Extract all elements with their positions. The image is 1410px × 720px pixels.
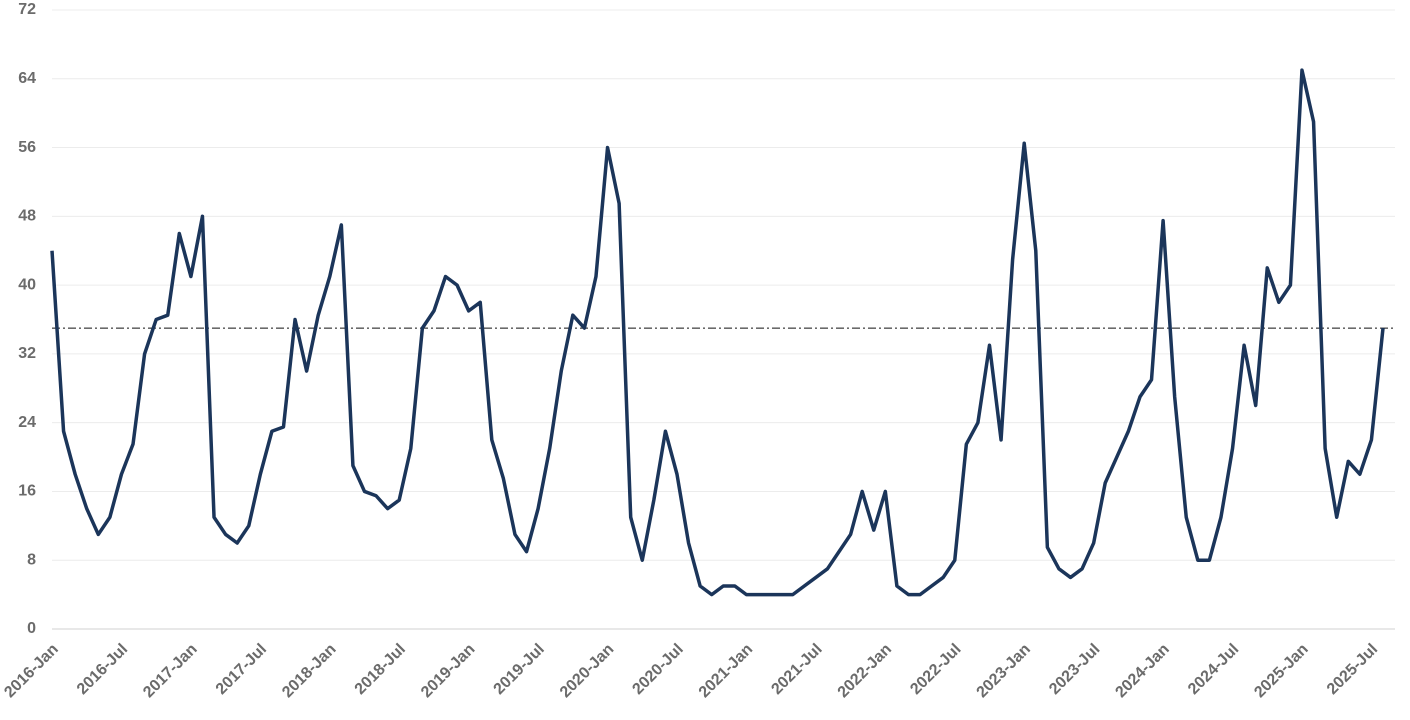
- x-tick-label: 2022-Jan: [835, 641, 895, 701]
- x-tick-label: 2020-Jul: [629, 641, 686, 698]
- x-tick-label: 2021-Jan: [696, 641, 756, 701]
- y-tick-label: 56: [18, 139, 36, 156]
- x-tick-label: 2018-Jan: [279, 641, 339, 701]
- y-tick-label: 16: [18, 483, 36, 500]
- x-tick-label: 2023-Jul: [1046, 641, 1103, 698]
- y-tick-label: 40: [18, 276, 36, 293]
- x-tick-label: 2016-Jul: [74, 641, 131, 698]
- y-tick-label: 64: [18, 70, 36, 87]
- x-tick-label: 2017-Jan: [140, 641, 200, 701]
- x-tick-label: 2019-Jan: [418, 641, 478, 701]
- x-tick-label: 2025-Jan: [1251, 641, 1311, 701]
- x-tick-label: 2023-Jan: [974, 641, 1034, 701]
- data-line: [50, 68, 1385, 597]
- x-tick-label: 2016-Jan: [1, 641, 61, 701]
- x-tick-label: 2022-Jul: [907, 641, 964, 698]
- x-tick-label: 2019-Jul: [491, 641, 548, 698]
- y-tick-label: 24: [18, 414, 36, 431]
- x-tick-label: 2024-Jul: [1185, 641, 1242, 698]
- x-tick-label: 2024-Jan: [1112, 641, 1172, 701]
- y-tick-label: 72: [18, 1, 36, 18]
- x-tick-label: 2017-Jul: [213, 641, 270, 698]
- y-tick-label: 32: [18, 345, 36, 362]
- x-tick-label: 2025-Jul: [1324, 641, 1381, 698]
- x-tick-label: 2020-Jan: [557, 641, 617, 701]
- y-tick-label: 8: [27, 551, 36, 568]
- y-tick-label: 0: [27, 620, 36, 637]
- y-tick-label: 48: [18, 208, 36, 225]
- x-tick-label: 2018-Jul: [352, 641, 409, 698]
- x-tick-label: 2021-Jul: [768, 641, 825, 698]
